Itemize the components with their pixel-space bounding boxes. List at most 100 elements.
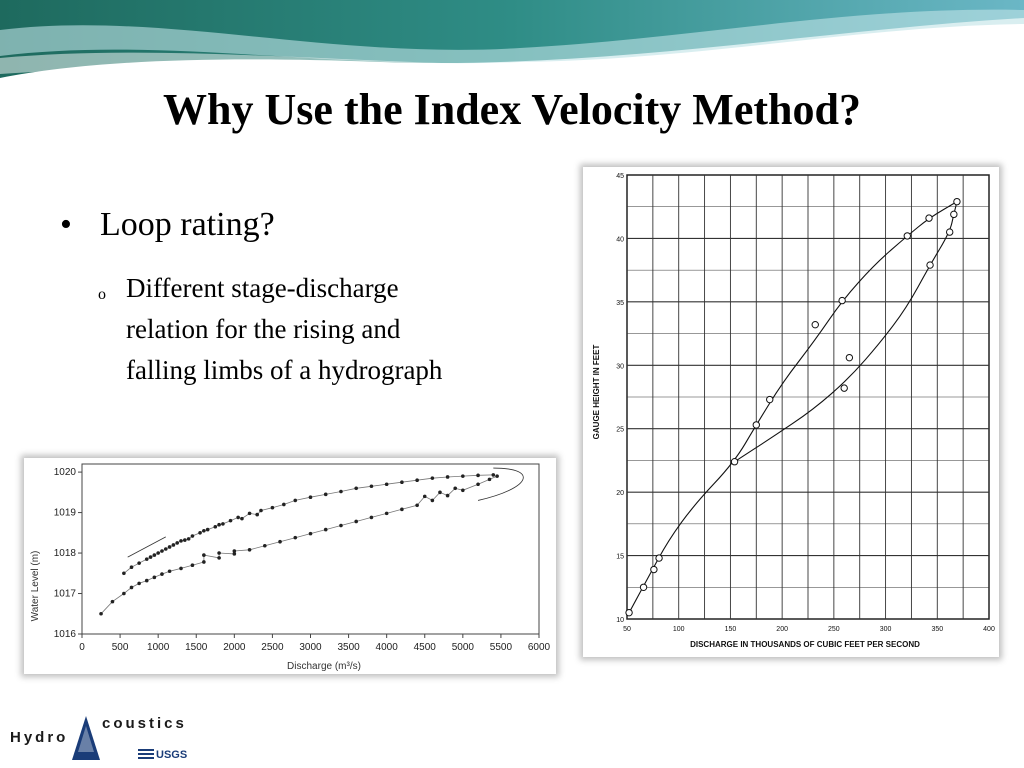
data-point (384, 482, 389, 487)
data-point (415, 503, 419, 508)
data-point (453, 486, 458, 491)
data-point (240, 516, 244, 521)
x-tick-label: 200 (776, 626, 788, 633)
data-point (213, 524, 218, 529)
y-tick-label: 10 (616, 617, 624, 624)
data-point (217, 551, 221, 555)
data-point (903, 232, 911, 240)
series-line (123, 474, 494, 574)
data-point (190, 563, 195, 567)
x-tick-label: 1000 (147, 642, 170, 653)
water-level-chart-svg: Water Level (m) Discharge (m³/s) 0 500 100… (30, 463, 551, 672)
loop-direction-arrow (477, 467, 524, 501)
data-point (461, 474, 465, 478)
data-point (308, 495, 313, 499)
data-point (175, 541, 180, 545)
data-point (202, 553, 206, 557)
data-point (354, 486, 359, 491)
data-point (953, 197, 961, 206)
data-point (122, 591, 126, 596)
x-axis-label: Discharge (m³/s) (287, 661, 361, 672)
y-tick-label: 45 (616, 173, 624, 180)
x-tick-label: 3500 (337, 642, 360, 653)
x-tick-label: 150 (725, 626, 737, 633)
data-point (811, 320, 819, 329)
data-point (945, 228, 954, 236)
gauge-height-chart: GAUGE HEIGHT IN FEET DISCHARGE IN THOUSA… (583, 167, 999, 657)
data-point (369, 484, 374, 489)
x-tick-label: 2500 (261, 642, 284, 653)
x-tick-label: 250 (828, 626, 840, 633)
x-tick-label: 5000 (452, 642, 475, 653)
data-point (384, 511, 389, 516)
data-point (422, 494, 427, 499)
x-tick-label: 400 (983, 626, 995, 633)
data-point (129, 585, 134, 590)
y-tick-label: 15 (616, 554, 624, 561)
data-point (228, 518, 233, 523)
data-point (171, 543, 176, 547)
y-tick-label: 1019 (54, 508, 77, 519)
data-point (167, 545, 172, 549)
data-point (263, 543, 267, 548)
data-point (278, 539, 282, 544)
rising-direction-arrow (127, 536, 166, 558)
data-point (625, 608, 633, 617)
plot-frame (81, 463, 540, 635)
data-point (186, 537, 191, 541)
logo-triangle-highlight (78, 726, 94, 752)
data-point (236, 515, 240, 520)
y-tick-label: 30 (616, 363, 624, 370)
x-tick-label: 300 (880, 626, 892, 633)
data-point (167, 569, 172, 574)
data-point (445, 493, 450, 498)
x-tick-label: 100 (673, 626, 685, 633)
data-point (137, 561, 141, 565)
x-tick-label: 4000 (376, 642, 399, 653)
data-point (925, 214, 933, 222)
data-point (152, 575, 157, 580)
data-point (255, 512, 259, 517)
data-point (160, 549, 164, 553)
data-point (152, 553, 157, 557)
data-point (293, 498, 298, 503)
data-point (221, 522, 225, 526)
series-line (100, 475, 498, 615)
data-point (339, 489, 343, 494)
data-point (129, 565, 134, 570)
x-tick-label: 50 (623, 626, 631, 633)
usgs-wave-icon (138, 749, 154, 759)
y-tick-label: 1017 (54, 589, 77, 600)
data-point (247, 548, 252, 552)
data-point (99, 611, 103, 616)
x-tick-label: 1500 (185, 642, 208, 653)
data-point (476, 482, 480, 487)
x-tick-label: 2000 (223, 642, 246, 653)
bullet-marker: • (60, 206, 72, 243)
data-point (122, 571, 126, 576)
data-point (293, 535, 298, 540)
data-point (247, 511, 252, 516)
data-point (183, 538, 187, 542)
data-point (415, 478, 419, 482)
data-point (202, 560, 206, 564)
y-tick-label: 40 (616, 236, 624, 243)
data-point (354, 519, 359, 524)
data-point (840, 384, 848, 392)
data-point (400, 507, 404, 512)
logo-text-right: coustics (102, 715, 187, 732)
data-point (650, 565, 658, 574)
sub-bullet-text: Different stage-discharge relation for t… (126, 273, 443, 385)
data-point (308, 531, 313, 536)
data-point (190, 534, 195, 538)
water-level-chart: Water Level (m) Discharge (m³/s) 0 500 100… (24, 458, 556, 674)
data-point (160, 572, 164, 576)
data-point (950, 210, 958, 219)
gauge-height-chart-svg: GAUGE HEIGHT IN FEET DISCHARGE IN THOUSA… (592, 173, 995, 649)
data-point (369, 515, 374, 520)
data-point (845, 353, 854, 362)
slide-title: Why Use the Index Velocity Method? (163, 85, 861, 134)
data-point (110, 599, 115, 604)
data-point (752, 421, 760, 429)
data-point (766, 395, 774, 404)
